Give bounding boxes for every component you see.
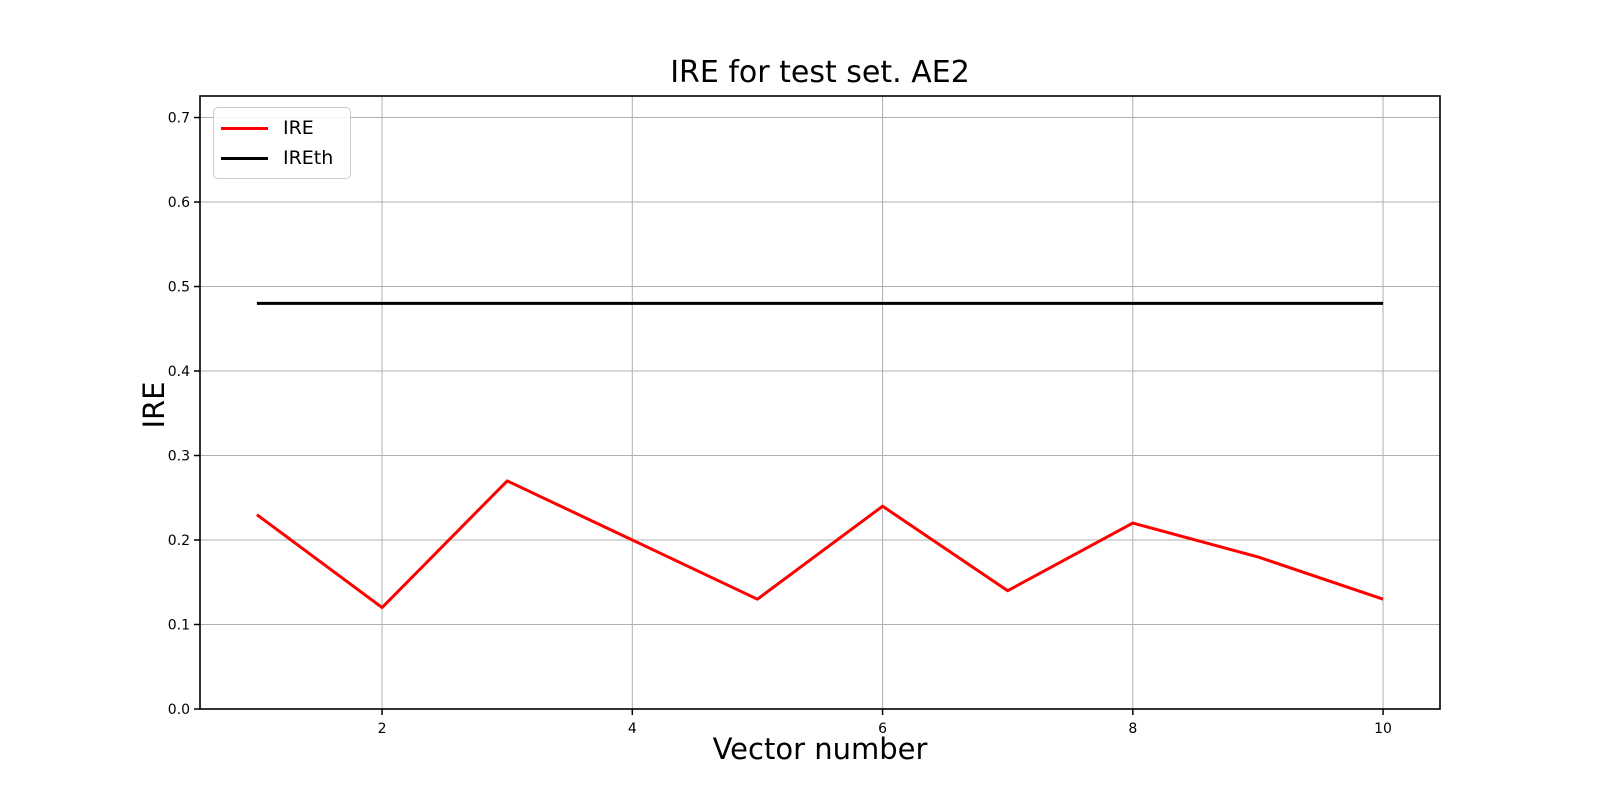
legend-entry: IRE [221,115,336,141]
y-tick-label: 0.5 [168,280,190,296]
series-line-ire [256,479,1384,610]
legend-label: IRE [283,117,314,139]
y-tick-label: 0.1 [168,618,190,634]
y-tick-label: 0.6 [168,195,190,211]
x-tick-label: 10 [1374,721,1392,737]
chart-title: IRE for test set. AE2 [670,55,970,90]
legend-line-swatch [221,126,268,130]
y-axis-label: IRE [137,381,171,429]
x-tick-label: 6 [878,721,887,737]
x-tick-label: 2 [378,721,387,737]
y-tick-label: 0.4 [168,364,190,380]
y-tick-label: 0.3 [168,449,190,465]
x-tick-label: 8 [1128,721,1137,737]
y-tick-label: 0.7 [168,111,190,127]
x-axis-label: Vector number [712,732,928,766]
legend-label: IREth [283,147,334,169]
legend: IRE IREth [213,107,351,179]
y-tick-label: 0.2 [168,533,190,549]
legend-entry: IREth [221,145,336,171]
legend-line-swatch [221,156,268,160]
x-tick-label: 4 [628,721,637,737]
y-tick-label: 0.0 [168,702,190,718]
plot-border [199,95,1441,710]
